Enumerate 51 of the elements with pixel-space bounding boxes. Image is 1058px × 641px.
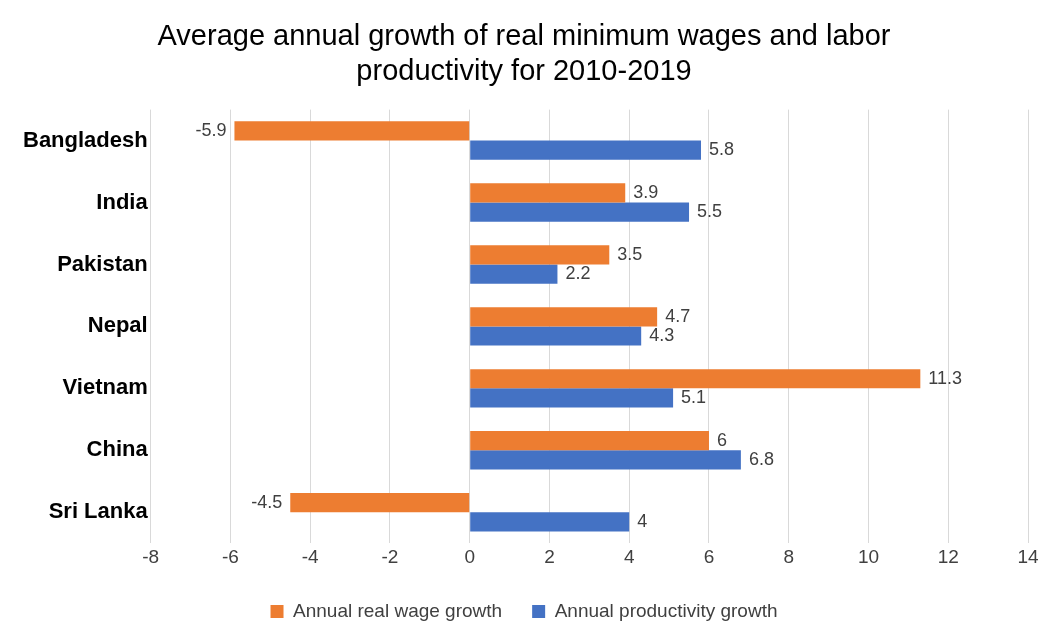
data-label: 4.3 <box>649 324 675 345</box>
y-tick-label: China <box>86 436 149 462</box>
bar <box>470 388 674 408</box>
bar <box>290 493 470 513</box>
bar <box>470 326 642 346</box>
bar <box>470 307 658 327</box>
bar <box>234 121 470 141</box>
bar <box>470 245 610 265</box>
x-tick-label: 14 <box>1017 545 1039 567</box>
data-label: 6.8 <box>748 448 774 469</box>
y-tick-label: Sri Lanka <box>48 498 149 524</box>
data-label: 5.5 <box>697 201 723 222</box>
y-tick-label: Bangladesh <box>22 126 148 152</box>
bar <box>470 431 709 451</box>
text: productivity for 2010-2019 <box>356 54 692 87</box>
data-label: -5.9 <box>195 119 227 140</box>
x-tick-label: -4 <box>301 545 320 567</box>
bar <box>470 183 626 203</box>
y-tick-label: India <box>96 188 149 214</box>
x-tick-label: -8 <box>142 545 160 567</box>
data-label: 4 <box>637 510 648 531</box>
text: Average annual growth of real minimum wages and labor <box>157 19 891 52</box>
data-label: 4.7 <box>665 305 691 326</box>
data-label: 3.9 <box>633 181 659 202</box>
x-tick-label: 4 <box>623 545 635 567</box>
x-tick-label: -6 <box>222 545 239 567</box>
x-tick-label: 10 <box>857 545 880 567</box>
data-label: 2.2 <box>565 263 591 284</box>
bar <box>470 264 558 284</box>
x-tick-label: 6 <box>703 545 715 567</box>
data-label: 3.5 <box>617 243 643 264</box>
bar <box>470 369 921 389</box>
data-label: 5.1 <box>681 386 707 407</box>
x-tick-label: 8 <box>783 545 795 567</box>
x-tick-label: -2 <box>381 545 399 567</box>
legend-label: Annual real wage growth <box>293 599 503 621</box>
bar <box>470 512 630 532</box>
bar <box>470 140 702 160</box>
bar <box>470 202 690 222</box>
data-label: 5.8 <box>709 139 735 160</box>
data-label: 6 <box>716 429 727 450</box>
x-tick-label: 0 <box>464 545 475 567</box>
bar <box>470 450 741 470</box>
data-label: 11.3 <box>928 367 963 388</box>
data-label: -4.5 <box>251 491 283 512</box>
x-tick-label: 2 <box>544 545 555 567</box>
y-tick-label: Pakistan <box>57 250 148 276</box>
legend-label: Annual productivity growth <box>554 599 778 621</box>
x-tick-label: 12 <box>937 545 959 567</box>
y-tick-label: Vietnam <box>62 374 148 400</box>
y-tick-label: Nepal <box>87 312 148 338</box>
